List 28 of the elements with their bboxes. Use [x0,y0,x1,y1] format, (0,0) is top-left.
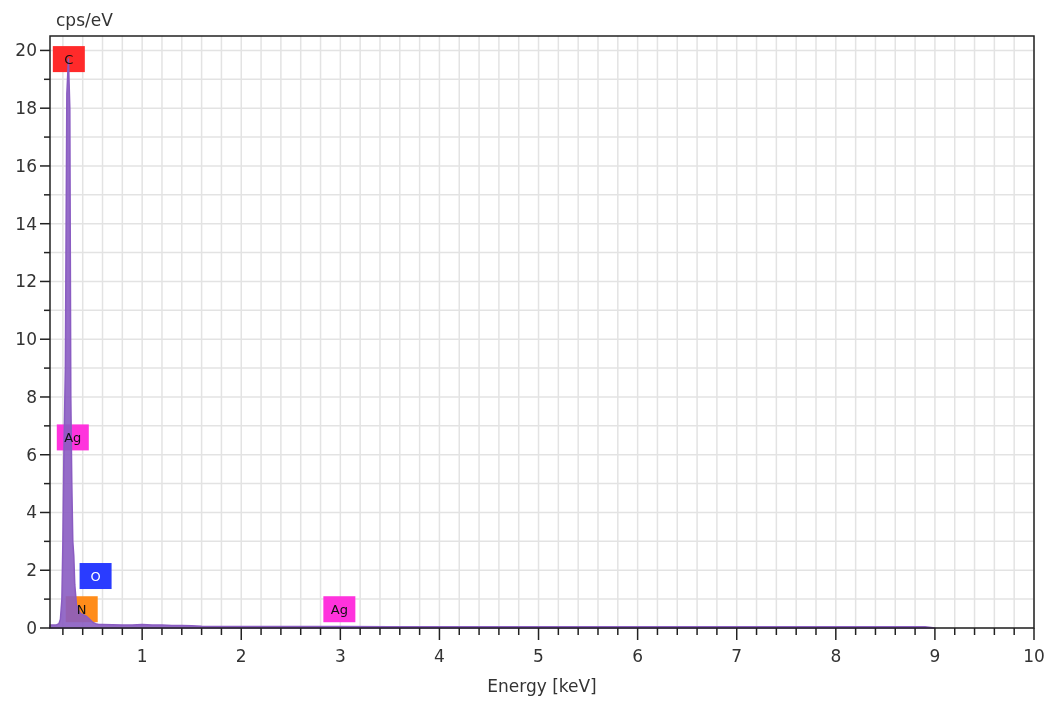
x-tick-label: 4 [434,646,445,666]
y-tick-label: 18 [15,98,37,119]
y-axis-title: cps/eV [56,10,114,30]
x-tick-label: 9 [929,646,941,666]
annotation: O [90,569,101,585]
annotation: C [64,52,74,68]
y-tick-label: 12 [15,271,37,292]
x-tick-label: 2 [235,646,247,666]
x-tick-label: 1 [136,646,148,666]
x-tick-label: 10 [1023,646,1045,666]
y-tick-label: 8 [26,386,37,407]
x-tick-label: 7 [731,646,743,666]
y-tick-label: 20 [15,40,37,61]
x-tick-label: 3 [334,646,346,666]
y-tick-label: 16 [15,155,37,176]
y-tick-label: 6 [26,444,37,465]
y-tick-label: 2 [26,560,37,581]
x-axis-title: Energy [keV] [487,676,597,696]
annotation: Ag [330,602,348,618]
annotation: N [76,602,87,618]
y-tick-label: 4 [26,502,37,523]
annotation: Ag [64,430,82,446]
y-tick-label: 14 [15,213,37,234]
x-tick-label: 6 [632,646,644,666]
x-tick-label: 8 [830,646,842,666]
y-tick-label: 10 [15,329,37,350]
x-tick-label: 5 [533,646,544,666]
y-tick-label: 0 [26,618,37,638]
